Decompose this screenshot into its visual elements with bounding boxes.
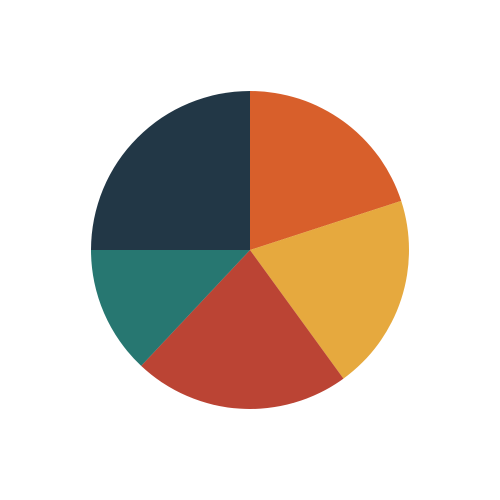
pie-slice-1 (250, 91, 402, 250)
pie-slice-5 (91, 91, 250, 250)
pie-slice-3 (141, 250, 344, 409)
pie-slice-2 (250, 200, 410, 379)
pie-slice-4 (90, 250, 250, 366)
pie-slices (90, 91, 410, 409)
